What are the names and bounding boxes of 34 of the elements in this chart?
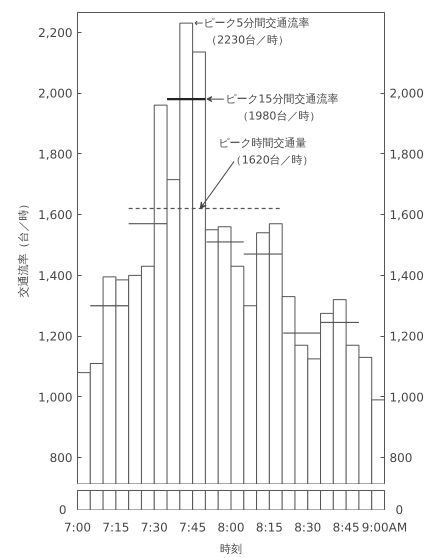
y-axis-title: 交通流率（台／時） <box>17 198 30 298</box>
annotation: （2230台／時） <box>206 34 290 47</box>
y-tick-label: 800 <box>50 451 72 466</box>
y2-tick-label: 1,600 <box>390 208 424 222</box>
x-tick-label: 7:15 <box>102 520 130 534</box>
x-tick-label: 8:45 <box>332 520 360 534</box>
annotation: ←ピーク5分間交通流率 <box>194 16 310 30</box>
text: 0 <box>58 503 67 517</box>
y2-tick-label: 1,800 <box>390 147 424 162</box>
y-tick-label: 1,400 <box>38 268 73 283</box>
y-tick-label: 1,600 <box>38 208 73 222</box>
y2-tick-label: 1,200 <box>390 330 424 344</box>
y2-tick-label: 800 <box>390 451 412 466</box>
x-tick-label: 7:30 <box>140 520 168 534</box>
annotation: （1620台／時） <box>230 154 314 167</box>
x-tick-label: 7:00 <box>64 520 91 534</box>
x-tick-label: 7:45 <box>179 520 206 534</box>
y2-tick-label: 1,000 <box>390 390 424 404</box>
x-tick-label: 8:30 <box>294 520 322 534</box>
x-axis-title: 時刻 <box>220 542 242 556</box>
y2-tick-label: 2,000 <box>390 86 424 101</box>
text: 0 <box>396 503 404 517</box>
y-tick-label: 1,200 <box>38 330 73 344</box>
y-tick-label: 2,000 <box>38 86 73 101</box>
x-tick-label: 8:15 <box>256 520 283 534</box>
annotation: ピーク時間交通量 <box>218 136 307 150</box>
annotation: ピーク15分間交通流率 <box>225 92 338 106</box>
y-tick-label: 2,200 <box>38 26 73 40</box>
annotation: （1980台／時） <box>237 110 320 123</box>
y-tick-label: 1,000 <box>38 390 73 404</box>
y2-tick-label: 1,400 <box>390 268 424 283</box>
y-tick-label: 1,800 <box>38 147 73 162</box>
x-tick-label: 9:00AM <box>362 520 408 534</box>
x-tick-label: 8:00 <box>218 520 244 534</box>
